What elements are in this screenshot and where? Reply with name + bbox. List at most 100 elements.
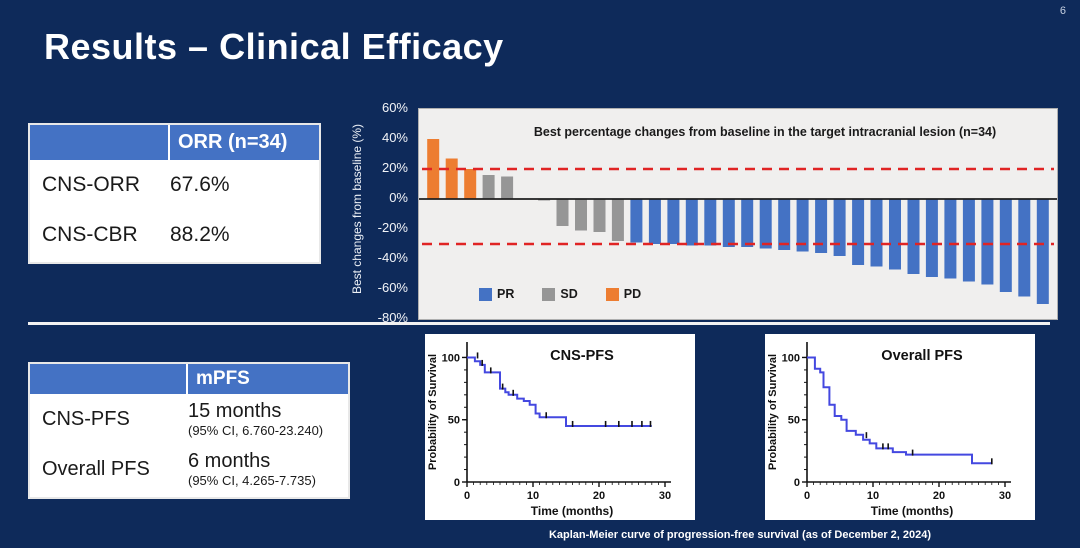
km-y-axis-title: Probability of Survival	[767, 354, 779, 470]
confidence-interval: (95% CI, 6.760-23.240)	[188, 422, 324, 438]
legend-item-pd: PD	[605, 287, 642, 301]
y-tick-label: 40%	[381, 130, 408, 145]
waterfall-bar	[464, 169, 477, 199]
y-tick-label: 60%	[381, 100, 408, 115]
orr-header-empty-cell	[30, 125, 170, 160]
y-tick-label: 0	[454, 477, 460, 489]
km-chart-overall-pfs: 0 50 100 0 10 20 30 Probability of Survival Time…	[765, 334, 1035, 520]
y-tick-label: 100	[442, 352, 460, 364]
waterfall-bar	[648, 199, 661, 244]
x-tick-label: 10	[527, 490, 539, 502]
waterfall-y-axis-ticks: 60% 40% 20% 0% -20% -40% -60% -80%	[362, 100, 412, 325]
waterfall-bars-svg	[419, 139, 1057, 304]
section-divider	[28, 322, 1050, 325]
legend-label: PR	[497, 287, 515, 301]
y-tick-label: 50	[448, 415, 460, 427]
waterfall-legend: PR SD PD	[479, 287, 641, 301]
mpfs-table-header: mPFS	[30, 364, 348, 394]
waterfall-bar	[593, 199, 606, 232]
waterfall-bar	[944, 199, 957, 279]
waterfall-bar	[445, 158, 458, 199]
waterfall-bar	[630, 199, 643, 243]
waterfall-bar	[778, 199, 791, 250]
x-tick-label: 20	[933, 490, 945, 502]
y-tick-label: -40%	[377, 250, 408, 265]
km-svg: 0 50 100 0 10 20 30 Probability of Survival Time…	[427, 342, 671, 518]
waterfall-bar	[1036, 199, 1049, 304]
table-row: CNS-PFS 15 months (95% CI, 6.760-23.240)	[30, 394, 348, 444]
waterfall-bar	[667, 199, 680, 244]
waterfall-bar	[722, 199, 735, 247]
table-row: Overall PFS 6 months (95% CI, 4.265-7.73…	[30, 445, 348, 495]
page-title: Results – Clinical Efficacy	[44, 26, 504, 67]
legend-item-pr: PR	[479, 287, 514, 301]
waterfall-bar	[833, 199, 846, 256]
waterfall-bar	[556, 199, 569, 226]
table-row: CNS-CBR 88.2%	[30, 210, 319, 260]
row-label: CNS-PFS	[42, 407, 130, 430]
orr-table-header: ORR (n=34)	[30, 125, 319, 160]
y-tick-label: 50	[788, 415, 800, 427]
page-number: 6	[1059, 5, 1066, 17]
legend-item-sd: SD	[542, 287, 578, 301]
row-value: 67.6%	[170, 172, 230, 196]
waterfall-chart: Best percentage changes from baseline in…	[418, 108, 1058, 320]
waterfall-bar	[907, 199, 920, 274]
row-value: 15 months (95% CI, 6.760-23.240)	[188, 399, 324, 438]
waterfall-bar	[704, 199, 717, 246]
x-tick-label: 30	[659, 490, 671, 502]
row-value: 88.2%	[170, 222, 230, 246]
km-chart-title: CNS-PFS	[550, 348, 614, 364]
waterfall-bar	[796, 199, 809, 252]
waterfall-bars	[427, 139, 1049, 304]
x-tick-label: 0	[804, 490, 810, 502]
waterfall-bar	[870, 199, 883, 267]
legend-label: SD	[560, 287, 578, 301]
y-tick-label: -80%	[377, 310, 408, 325]
legend-swatch	[605, 287, 619, 301]
waterfall-bar	[981, 199, 994, 285]
km-x-axis-title: Time (months)	[531, 504, 613, 518]
y-tick-label: 0%	[389, 190, 408, 205]
legend-swatch	[479, 287, 492, 301]
waterfall-chart-title: Best percentage changes from baseline in…	[533, 125, 997, 139]
y-tick-label: 20%	[381, 160, 408, 175]
km-y-axis-title: Probability of Survival	[427, 354, 439, 470]
row-value: 6 months (95% CI, 4.265-7.735)	[188, 451, 316, 488]
waterfall-bar	[962, 199, 975, 282]
row-label: CNS-CBR	[42, 223, 138, 246]
waterfall-bar	[1018, 199, 1031, 297]
mpfs-header-label: mPFS	[196, 368, 250, 389]
x-tick-label: 20	[593, 490, 605, 502]
y-tick-label: 100	[782, 352, 800, 364]
legend-label: PD	[623, 287, 642, 301]
orr-header-label: ORR (n=34)	[178, 131, 288, 153]
km-chart-title: Overall PFS	[881, 348, 963, 364]
mpfs-header-empty-cell	[30, 364, 188, 394]
y-tick-label: -60%	[377, 280, 408, 295]
orr-table: ORR (n=34) CNS-ORR 67.6% CNS-CBR 88.2%	[28, 123, 321, 264]
row-label: Overall PFS	[42, 458, 150, 481]
y-tick-label: 0	[794, 477, 800, 489]
x-tick-label: 10	[867, 490, 879, 502]
km-survival-curve	[467, 356, 652, 427]
km-x-axis-title: Time (months)	[871, 504, 953, 518]
table-row: CNS-ORR 67.6%	[30, 160, 319, 210]
mpfs-table-body: CNS-PFS 15 months (95% CI, 6.760-23.240)…	[30, 394, 348, 495]
km-survival-curve	[807, 356, 992, 465]
waterfall-bar	[759, 199, 772, 249]
row-label: CNS-ORR	[42, 173, 140, 196]
waterfall-bar	[427, 139, 440, 199]
waterfall-bar	[482, 175, 495, 199]
mpfs-table: mPFS CNS-PFS 15 months (95% CI, 6.760-23…	[28, 362, 350, 499]
waterfall-bar	[889, 199, 901, 270]
waterfall-bar	[852, 199, 865, 265]
figure-caption: Kaplan-Meier curve of progression-free s…	[548, 529, 932, 541]
median-value: 15 months	[188, 399, 282, 422]
median-value: 6 months	[188, 450, 271, 473]
km-chart-cns-pfs: 0 50 100 0 10 20 30 Probability of Survival Time…	[425, 334, 695, 520]
waterfall-bar	[815, 199, 828, 253]
waterfall-bar	[501, 176, 514, 199]
waterfall-bar	[925, 199, 938, 277]
